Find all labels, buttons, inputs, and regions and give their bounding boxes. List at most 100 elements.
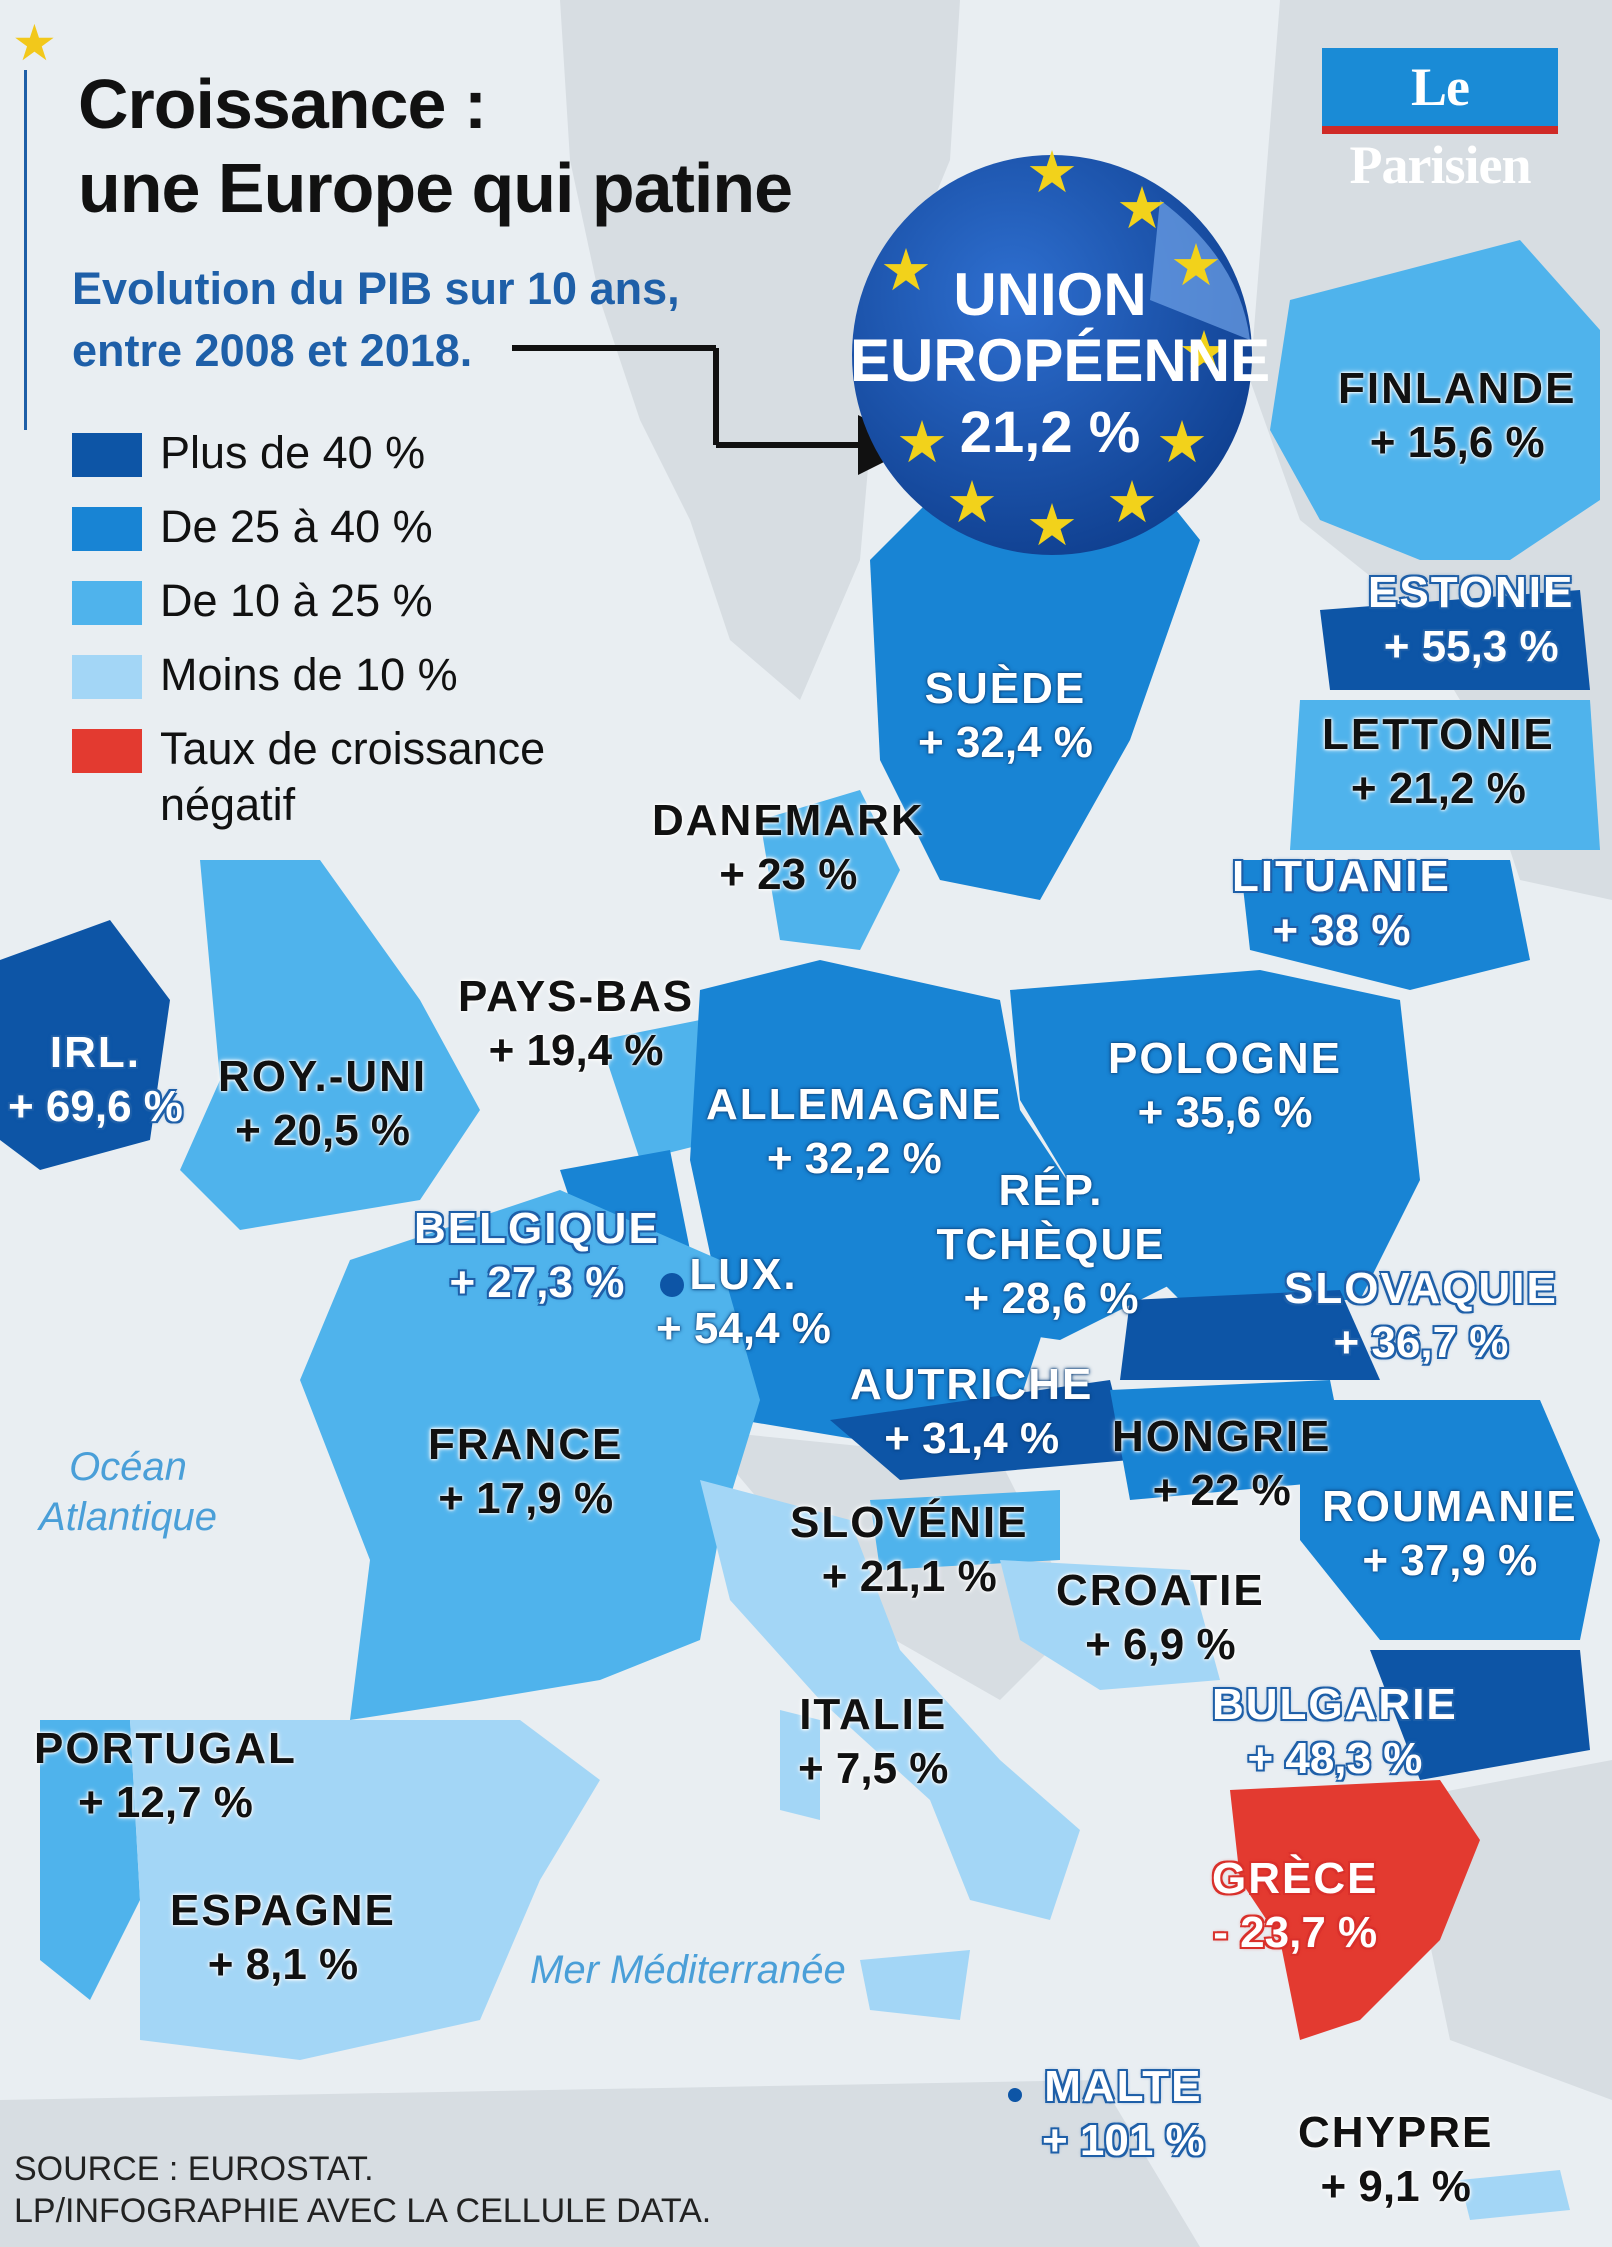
shape-tcheque [900, 1190, 1180, 1340]
shape-chypre [1460, 2170, 1570, 2220]
country-growth: + 101 % [1042, 2116, 1205, 2165]
sea-label: Mer Méditerranée [530, 1948, 846, 1992]
country-growth: + 8,1 % [207, 1940, 359, 1989]
legend-swatch [72, 655, 142, 699]
source-credit: SOURCE : EUROSTAT. LP/INFOGRAPHIE AVEC L… [14, 2148, 711, 2232]
legend-label: Moins de 10 % [160, 649, 458, 700]
country-name: LITUANIE [1232, 852, 1451, 901]
country-name: ALLEMAGNE [706, 1080, 1003, 1129]
country-name: FRANCE [428, 1420, 624, 1469]
country-name: BELGIQUE [414, 1204, 660, 1253]
star-icon: ★ [12, 15, 57, 71]
country-name: PORTUGAL [34, 1724, 297, 1773]
country-name: IRL. [49, 1028, 141, 1077]
country-name: DANEMARK [652, 796, 925, 845]
decorative-rule [24, 70, 27, 430]
country-label: SUÈDE + 32,4 % [918, 662, 1093, 770]
country-name: ROUMANIE [1322, 1482, 1578, 1531]
country-growth: + 55,3 % [1383, 622, 1559, 671]
legend-swatch [72, 507, 142, 551]
country-growth: + 21,2 % [1350, 764, 1526, 813]
country-label: ESPAGNE + 8,1 % [170, 1884, 396, 1992]
country-growth: + 23 % [719, 850, 858, 899]
country-name: CROATIE [1056, 1566, 1265, 1615]
page-title: Croissance : une Europe qui patine [78, 62, 793, 230]
country-growth: + 9,1 % [1320, 2162, 1471, 2211]
country-name: ESTONIE [1368, 568, 1575, 617]
subtitle: Evolution du PIB sur 10 ans, entre 2008 … [72, 258, 680, 382]
shape-irlande [0, 920, 170, 1170]
eu-growth-value: 21,2 % [959, 400, 1141, 465]
shape-slovaquie [1120, 1290, 1380, 1380]
eu-title-line: UNION [953, 261, 1147, 328]
country-name: SLOVAQUIE [1284, 1264, 1558, 1313]
shape-hongrie [1110, 1380, 1350, 1500]
shape-sardaigne [780, 1710, 820, 1820]
country-name: BULGARIE [1212, 1680, 1458, 1729]
country-name: HONGRIE [1112, 1412, 1332, 1461]
shape-grece [1230, 1780, 1480, 2040]
country-label: SLOVÉNIE + 21,1 % [790, 1496, 1029, 1604]
shape-croatie [1000, 1560, 1220, 1690]
country-label: ROY.-UNI + 20,5 % [218, 1050, 427, 1158]
country-name: RÉP. TCHÈQUE [936, 1166, 1166, 1269]
shape-espagne [130, 1720, 600, 2060]
country-name: PAYS-BAS [458, 972, 695, 1021]
shape-suede [870, 430, 1200, 900]
star-icon: ★ [1156, 408, 1208, 476]
star-icon: ★ [1026, 138, 1078, 206]
country-label: BULGARIE + 48,3 % [1212, 1678, 1458, 1786]
eu-badge [852, 155, 1252, 555]
country-name: FINLANDE [1338, 364, 1577, 413]
country-growth: + 54,4 % [656, 1304, 831, 1353]
country-name: GRÈCE [1212, 1854, 1379, 1903]
country-growth: + 48,3 % [1247, 1734, 1423, 1783]
shape-sicile [860, 1950, 970, 2020]
country-label: HONGRIE + 22 % [1112, 1410, 1331, 1518]
country-growth: + 17,9 % [438, 1474, 614, 1523]
country-label: CHYPRE + 9,1 % [1298, 2106, 1493, 2214]
country-growth: + 21,1 % [821, 1552, 997, 1601]
country-name: ROY.-UNI [218, 1052, 428, 1101]
country-label: ROUMANIE + 37,9 % [1322, 1480, 1578, 1588]
country-growth: + 12,7 % [77, 1778, 253, 1827]
country-growth: + 15,6 % [1369, 418, 1545, 467]
star-icon: ★ [1170, 231, 1222, 299]
country-growth: + 35,6 % [1137, 1088, 1313, 1137]
le-parisien-logo: Le Parisien [1322, 48, 1558, 195]
country-growth: + 32,2 % [766, 1134, 942, 1183]
country-label: BELGIQUE + 27,3 % [414, 1202, 660, 1310]
legend-swatch [72, 433, 142, 477]
source-line: LP/INFOGRAPHIE AVEC LA CELLULE DATA. [14, 2192, 712, 2230]
shape-lettonie [1290, 700, 1600, 850]
shape-malte [1008, 2088, 1022, 2102]
country-shapes [0, 240, 1600, 2220]
shape-autriche [830, 1380, 1130, 1480]
country-label: IRL. + 69,6 % [8, 1026, 183, 1134]
star-icon: ★ [896, 408, 948, 476]
sea-line: Atlantique [39, 1495, 217, 1539]
eu-stars: ★ ★ ★ ★ ★ ★ ★ ★ ★ ★ [880, 138, 1230, 559]
country-name: SUÈDE [924, 664, 1087, 713]
country-label: GRÈCE - 23,7 % [1212, 1852, 1378, 1960]
shape-luxembourg [660, 1273, 684, 1297]
country-name: AUTRICHE [850, 1360, 1094, 1409]
country-name: POLOGNE [1108, 1034, 1343, 1083]
country-name: CHYPRE [1298, 2108, 1494, 2157]
shape-estonie [1320, 590, 1590, 690]
country-growth: + 19,4 % [488, 1026, 664, 1075]
shape-portugal [40, 1720, 140, 2000]
shape-bulgarie [1370, 1650, 1590, 1780]
shape-pays-bas [600, 1020, 720, 1160]
shape-italie [700, 1480, 1080, 1920]
country-label: FINLANDE + 15,6 % [1338, 362, 1576, 470]
country-name: MALTE [1044, 2062, 1203, 2111]
country-growth: + 69,6 % [8, 1082, 183, 1131]
legend-label: Taux de croissance négatif [160, 723, 546, 830]
country-label: PORTUGAL + 12,7 % [34, 1722, 297, 1830]
shape-pologne [1010, 970, 1420, 1300]
country-label: DANEMARK + 23 % [652, 794, 925, 902]
country-label: ITALIE + 7,5 % [798, 1688, 948, 1796]
star-icon: ★ [880, 236, 932, 304]
